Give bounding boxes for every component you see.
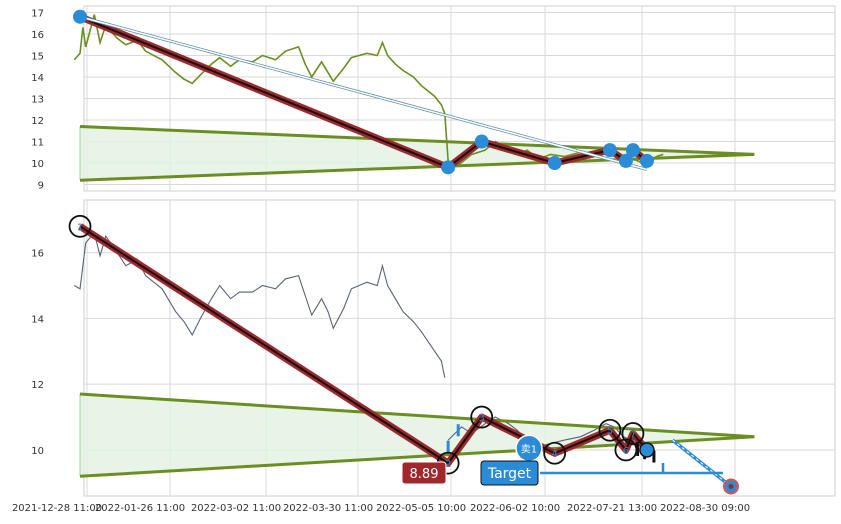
projection-line-dash <box>672 439 732 487</box>
x-tick-label: 2021-12-28 11:00 <box>12 503 102 514</box>
x-tick-label: 2022-07-21 13:00 <box>567 503 657 514</box>
overview-ytick-label: 12 <box>31 116 44 127</box>
target-marker-dot <box>728 483 734 489</box>
sell-marker-label: 卖1 <box>521 443 537 455</box>
x-tick-label: 2022-03-02 11:00 <box>191 503 281 514</box>
detail-ytick-label: 10 <box>31 446 44 457</box>
detail-pivot-circle-5 <box>614 438 638 462</box>
overview-triangle-upper <box>79 124 755 156</box>
detail-ytick-label: 12 <box>31 380 44 391</box>
small-marker-0 <box>446 440 450 453</box>
detail-pivot-marker-7 <box>639 442 655 458</box>
overview-pivot-marker-5 <box>618 153 633 168</box>
detail-pivot-circle-3 <box>543 441 567 465</box>
overview-ytick-label: 11 <box>31 138 44 149</box>
detail-price-series <box>74 231 446 378</box>
overview-pivot-marker-6 <box>625 143 640 158</box>
detail-ytick-label: 16 <box>31 249 44 260</box>
small-marker-1 <box>456 424 460 437</box>
target-label: Target <box>487 466 532 482</box>
detail-ytick-label: 14 <box>31 314 44 325</box>
overview-ytick-label: 17 <box>31 8 44 19</box>
x-tick-label: 2022-03-30 11:00 <box>283 503 373 514</box>
detail-pivot-label-0: 1 <box>77 222 83 233</box>
overview-pivot-marker-1 <box>441 160 456 175</box>
x-tick-label: 2022-08-30 09:00 <box>660 503 750 514</box>
detail-pivot-label-5: 6 <box>623 446 629 457</box>
overview-ytick-label: 15 <box>31 51 44 62</box>
overview-pivot-marker-2 <box>474 134 489 149</box>
overview-pivot-marker-3 <box>547 156 562 171</box>
detail-pivot-label-6: 7 <box>630 430 636 441</box>
detail-triangle-fill <box>80 394 755 477</box>
overview-ytick-label: 13 <box>31 95 44 106</box>
detail-pivot-circle-2 <box>470 405 494 429</box>
overview-ytick-label: 9 <box>38 181 44 192</box>
x-tick-label: 2022-01-26 11:00 <box>95 503 185 514</box>
price-label: 8.89 <box>410 467 439 482</box>
detail-zigzag-inner <box>79 225 648 465</box>
detail-pivot-circle-0 <box>68 214 92 238</box>
detail-pivot-label-4: 5 <box>607 426 613 437</box>
overview-ytick-label: 16 <box>31 30 44 41</box>
target-box <box>480 460 539 486</box>
small-marker-2 <box>636 443 640 456</box>
overview-pivot-marker-7 <box>639 153 654 168</box>
overview-panel: 9 10 11 12 13 14 15 16 17 <box>31 5 836 192</box>
overview-pivot-marker-0 <box>73 9 88 24</box>
x-tick-label: 2022-06-02 10:00 <box>470 503 560 514</box>
small-marker-4 <box>652 450 656 463</box>
overview-ytick-label: 14 <box>31 73 44 84</box>
detail-pivot-circle-4 <box>598 418 622 442</box>
price-box <box>401 461 447 485</box>
detail-pivot-label-2: 3 <box>479 413 485 424</box>
overview-pivot-marker-4 <box>602 143 617 158</box>
detail-pivot-circle-6 <box>621 422 645 445</box>
detail-pivot-label-3: 4 <box>551 449 557 460</box>
detail-pivot-label-1: 2 <box>445 459 451 470</box>
x-tick-label: 2022-05-05 10:00 <box>376 503 466 514</box>
overview-ytick-label: 10 <box>31 159 44 170</box>
overview-arrow <box>79 16 648 171</box>
